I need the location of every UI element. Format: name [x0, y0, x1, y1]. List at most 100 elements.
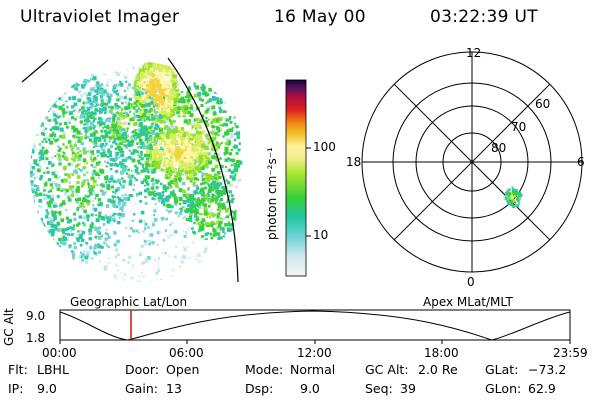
image-pixel	[96, 109, 99, 112]
image-pixel	[96, 149, 100, 154]
image-pixel	[161, 69, 165, 73]
image-pixel	[155, 74, 159, 77]
image-pixel	[190, 123, 193, 126]
image-pixel	[57, 116, 60, 119]
image-pixel	[132, 264, 135, 266]
image-pixel	[125, 172, 129, 175]
image-pixel	[187, 204, 191, 208]
image-pixel	[116, 196, 119, 199]
image-pixel	[63, 91, 67, 95]
image-pixel	[190, 96, 194, 100]
image-pixel	[71, 226, 75, 231]
image-pixel	[83, 209, 87, 214]
image-pixel	[162, 184, 167, 189]
info-value-dsp: 9.0	[300, 381, 320, 396]
image-pixel	[63, 192, 67, 196]
image-pixel	[170, 106, 173, 110]
image-pixel	[26, 149, 29, 152]
image-pixel	[154, 62, 157, 65]
image-pixel	[225, 149, 228, 152]
image-pixel	[156, 60, 158, 62]
image-pixel	[62, 235, 66, 238]
image-pixel	[223, 122, 226, 125]
image-pixel	[90, 256, 94, 260]
image-pixel	[103, 241, 106, 244]
image-pixel	[144, 226, 147, 229]
image-pixel	[165, 144, 170, 149]
image-pixel	[43, 241, 47, 244]
image-pixel	[213, 126, 216, 128]
image-pixel	[24, 198, 26, 200]
image-pixel	[215, 141, 219, 145]
image-pixel	[68, 121, 72, 125]
image-pixel	[31, 196, 34, 199]
image-pixel	[120, 199, 124, 202]
image-pixel	[73, 212, 76, 216]
image-pixel	[216, 187, 220, 190]
image-pixel	[142, 69, 147, 74]
image-pixel	[33, 160, 37, 165]
image-pixel	[95, 218, 100, 223]
image-pixel	[46, 105, 50, 109]
image-pixel	[61, 107, 65, 112]
image-pixel	[43, 196, 47, 201]
image-pixel	[71, 151, 75, 155]
image-pixel	[161, 139, 165, 143]
image-pixel	[124, 144, 127, 147]
image-pixel	[100, 147, 104, 150]
image-pixel	[505, 191, 509, 195]
image-pixel	[228, 116, 232, 119]
image-pixel	[112, 157, 117, 162]
image-pixel	[100, 99, 104, 103]
image-pixel	[111, 121, 115, 125]
image-pixel	[190, 135, 193, 138]
image-pixel	[201, 166, 205, 170]
info-value-glat: −73.2	[528, 362, 567, 377]
image-pixel	[179, 148, 184, 153]
image-pixel	[112, 136, 115, 139]
image-pixel	[132, 188, 135, 191]
image-pixel	[180, 209, 183, 212]
image-pixel	[42, 128, 46, 132]
image-pixel	[40, 174, 44, 178]
image-pixel	[150, 99, 154, 102]
image-pixel	[93, 145, 96, 149]
image-pixel	[198, 222, 202, 226]
image-pixel	[30, 143, 33, 147]
image-pixel	[92, 76, 97, 80]
image-pixel	[225, 137, 228, 140]
image-pixel	[72, 96, 77, 101]
image-pixel	[189, 113, 194, 118]
image-pixel	[140, 169, 144, 173]
image-pixel	[171, 151, 174, 154]
image-pixel	[122, 162, 125, 165]
image-pixel	[199, 192, 202, 195]
mlt-label-12: 12	[466, 46, 482, 60]
image-pixel	[47, 190, 50, 193]
image-pixel	[115, 105, 120, 110]
image-pixel	[47, 203, 52, 208]
image-pixel	[194, 257, 198, 261]
image-pixel	[173, 128, 178, 133]
image-pixel	[82, 158, 87, 162]
image-pixel	[173, 151, 178, 156]
image-pixel	[56, 112, 59, 115]
image-pixel	[187, 140, 192, 145]
image-pixel	[77, 223, 80, 226]
timeline-x-ticks	[59, 340, 571, 344]
image-pixel	[130, 139, 135, 144]
image-pixel	[112, 131, 116, 135]
image-pixel	[98, 84, 102, 88]
image-pixel	[234, 210, 237, 212]
image-pixel	[140, 124, 144, 128]
image-pixel	[211, 124, 215, 129]
image-pixel	[515, 204, 520, 208]
image-pixel	[32, 200, 35, 204]
image-pixel	[189, 176, 194, 181]
image-pixel	[166, 176, 170, 180]
image-pixel	[110, 200, 114, 204]
image-pixel	[109, 136, 112, 140]
image-pixel	[179, 208, 182, 211]
image-pixel	[152, 131, 156, 136]
image-pixel	[170, 91, 175, 96]
